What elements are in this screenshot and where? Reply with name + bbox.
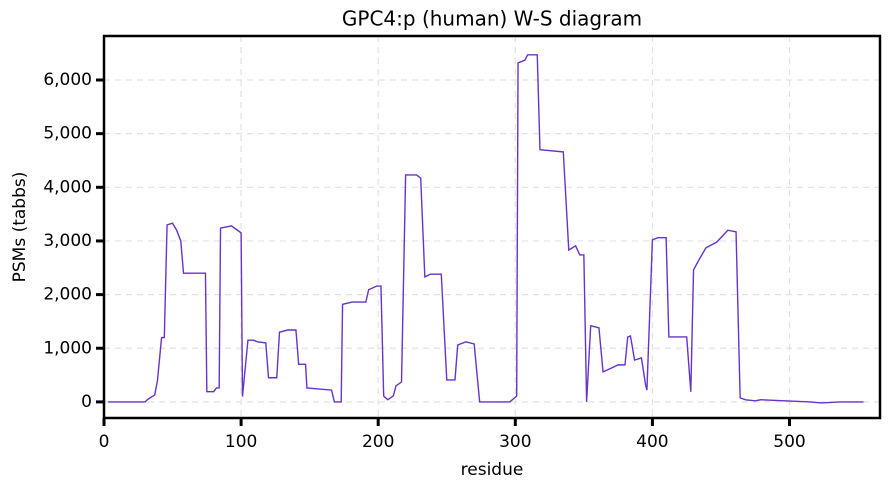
y-tick-label: 1,000 (43, 338, 92, 358)
y-tick-label: 6,000 (43, 70, 92, 90)
x-axis-label: residue (461, 460, 524, 480)
chart-title: GPC4:p (human) W-S diagram (342, 7, 642, 31)
x-tick-label: 100 (225, 432, 257, 452)
data-line (108, 54, 864, 404)
x-tick-label: 500 (773, 432, 805, 452)
y-tick-label: 2,000 (43, 285, 92, 305)
plot-frame (102, 34, 882, 420)
x-tick-label: 400 (636, 432, 668, 452)
y-tick-label: 0 (81, 392, 92, 412)
x-tick-label: 300 (499, 432, 531, 452)
y-tick-label: 3,000 (43, 231, 92, 251)
x-tick-label: 0 (99, 432, 110, 452)
x-tick-label: 200 (362, 432, 394, 452)
y-tick-label: 4,000 (43, 177, 92, 197)
y-tick-label: 5,000 (43, 124, 92, 144)
y-axis-label: PSMs (tabbs) (10, 172, 30, 283)
